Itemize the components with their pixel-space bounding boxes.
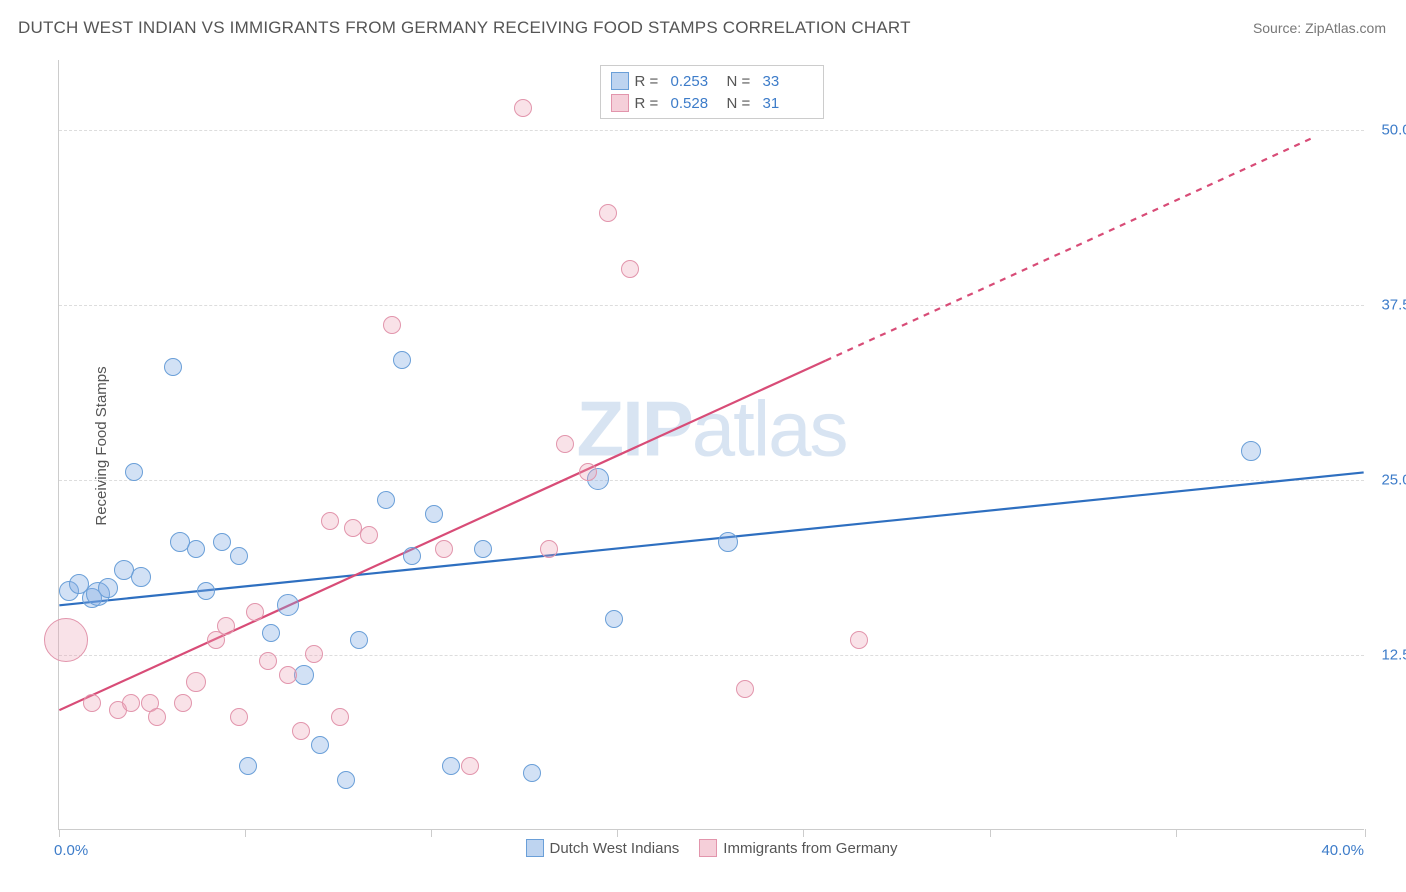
y-tick-label: 37.5% xyxy=(1381,297,1406,314)
legend-series: Dutch West Indians Immigrants from Germa… xyxy=(526,839,898,857)
data-point xyxy=(239,757,257,775)
data-point xyxy=(337,771,355,789)
data-point xyxy=(556,435,574,453)
data-point xyxy=(187,540,205,558)
chart-title: DUTCH WEST INDIAN VS IMMIGRANTS FROM GER… xyxy=(18,18,911,38)
data-point xyxy=(277,594,299,616)
data-point xyxy=(125,463,143,481)
data-point xyxy=(599,204,617,222)
x-tick xyxy=(803,829,804,837)
legend-row: R = 0.253 N = 33 xyxy=(611,70,813,92)
data-point xyxy=(321,512,339,530)
data-point xyxy=(579,463,597,481)
gridline xyxy=(59,480,1364,481)
x-axis-max-label: 40.0% xyxy=(1321,842,1364,859)
data-point xyxy=(44,618,88,662)
x-tick xyxy=(431,829,432,837)
data-point xyxy=(383,316,401,334)
data-point xyxy=(311,736,329,754)
data-point xyxy=(305,645,323,663)
data-point xyxy=(230,708,248,726)
gridline xyxy=(59,130,1364,131)
data-point xyxy=(131,567,151,587)
source-label: Source: ZipAtlas.com xyxy=(1253,20,1386,36)
swatch-icon xyxy=(699,839,717,857)
n-value: 31 xyxy=(763,95,813,112)
x-tick xyxy=(1176,829,1177,837)
y-tick-label: 12.5% xyxy=(1381,647,1406,664)
legend-item: Immigrants from Germany xyxy=(699,839,897,857)
data-point xyxy=(230,547,248,565)
data-point xyxy=(360,526,378,544)
data-point xyxy=(259,652,277,670)
legend-label: Immigrants from Germany xyxy=(723,840,897,857)
data-point xyxy=(540,540,558,558)
trend-lines xyxy=(59,60,1364,829)
data-point xyxy=(292,722,310,740)
r-label: R = xyxy=(635,95,665,112)
data-point xyxy=(197,582,215,600)
x-tick xyxy=(617,829,618,837)
y-tick-label: 50.0% xyxy=(1381,122,1406,139)
legend-item: Dutch West Indians xyxy=(526,839,680,857)
data-point xyxy=(217,617,235,635)
data-point xyxy=(605,610,623,628)
swatch-icon xyxy=(526,839,544,857)
data-point xyxy=(186,672,206,692)
data-point xyxy=(736,680,754,698)
r-value: 0.253 xyxy=(671,73,721,90)
data-point xyxy=(1241,441,1261,461)
data-point xyxy=(850,631,868,649)
gridline xyxy=(59,305,1364,306)
x-tick xyxy=(245,829,246,837)
data-point xyxy=(435,540,453,558)
legend-row: R = 0.528 N = 31 xyxy=(611,92,813,114)
data-point xyxy=(279,666,297,684)
data-point xyxy=(514,99,532,117)
data-point xyxy=(262,624,280,642)
legend-label: Dutch West Indians xyxy=(550,840,680,857)
x-tick xyxy=(990,829,991,837)
n-value: 33 xyxy=(763,73,813,90)
y-tick-label: 25.0% xyxy=(1381,472,1406,489)
gridline xyxy=(59,655,1364,656)
data-point xyxy=(523,764,541,782)
data-point xyxy=(122,694,140,712)
data-point xyxy=(403,547,421,565)
data-point xyxy=(461,757,479,775)
data-point xyxy=(331,708,349,726)
data-point xyxy=(294,665,314,685)
data-point xyxy=(83,694,101,712)
swatch-icon xyxy=(611,94,629,112)
data-point xyxy=(350,631,368,649)
data-point xyxy=(164,358,182,376)
data-point xyxy=(393,351,411,369)
x-axis-min-label: 0.0% xyxy=(54,842,88,859)
data-point xyxy=(474,540,492,558)
data-point xyxy=(377,491,395,509)
n-label: N = xyxy=(727,95,757,112)
x-tick xyxy=(59,829,60,837)
data-point xyxy=(344,519,362,537)
x-tick xyxy=(1365,829,1366,837)
watermark: ZIPatlas xyxy=(576,384,846,475)
data-point xyxy=(174,694,192,712)
r-value: 0.528 xyxy=(671,95,721,112)
data-point xyxy=(246,603,264,621)
data-point xyxy=(213,533,231,551)
data-point xyxy=(98,578,118,598)
legend-correlation: R = 0.253 N = 33 R = 0.528 N = 31 xyxy=(600,65,824,119)
swatch-icon xyxy=(611,72,629,90)
data-point xyxy=(621,260,639,278)
data-point xyxy=(442,757,460,775)
r-label: R = xyxy=(635,73,665,90)
plot-area: ZIPatlas R = 0.253 N = 33 R = 0.528 N = … xyxy=(58,60,1364,830)
data-point xyxy=(718,532,738,552)
data-point xyxy=(425,505,443,523)
n-label: N = xyxy=(727,73,757,90)
data-point xyxy=(148,708,166,726)
